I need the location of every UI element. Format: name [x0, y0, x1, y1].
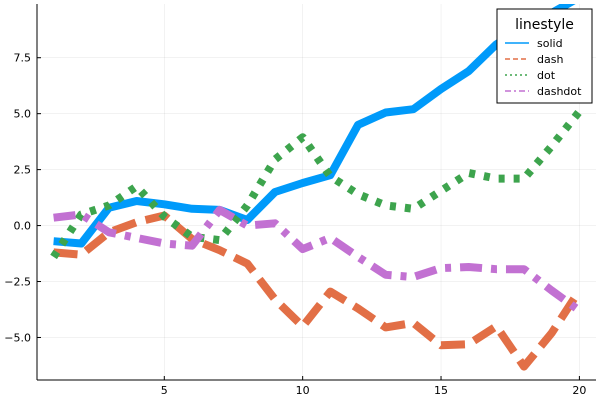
series-line-dashdot	[53, 205, 582, 314]
axes: 5 10 15 20 −5.0 −2.5 0.0 2.5 5.0 7.5	[4, 4, 596, 397]
y-tick-label: 0.0	[14, 220, 32, 233]
y-tick-label: 5.0	[14, 108, 32, 121]
y-tick-label: 2.5	[14, 164, 32, 177]
x-tick-label: 15	[434, 384, 448, 397]
series-line-solid	[53, 4, 576, 248]
x-tick-label: 10	[296, 384, 310, 397]
legend-label-solid: solid	[537, 37, 563, 50]
legend-label-dash: dash	[537, 53, 563, 66]
y-tick-label: 7.5	[14, 52, 32, 65]
legend-label-dashdot: dashdot	[537, 85, 582, 98]
x-tick-label: 20	[572, 384, 586, 397]
series-line-dot	[50, 108, 583, 260]
series-group	[50, 4, 583, 371]
series-line-dash	[53, 211, 583, 371]
legend-title: linestyle	[515, 17, 574, 33]
legend-box	[496, 8, 593, 104]
legend-label-dot: dot	[537, 69, 556, 82]
y-tick-label: −2.5	[4, 276, 31, 289]
x-tick-label: 5	[161, 384, 168, 397]
y-tick-label: −5.0	[4, 331, 31, 344]
